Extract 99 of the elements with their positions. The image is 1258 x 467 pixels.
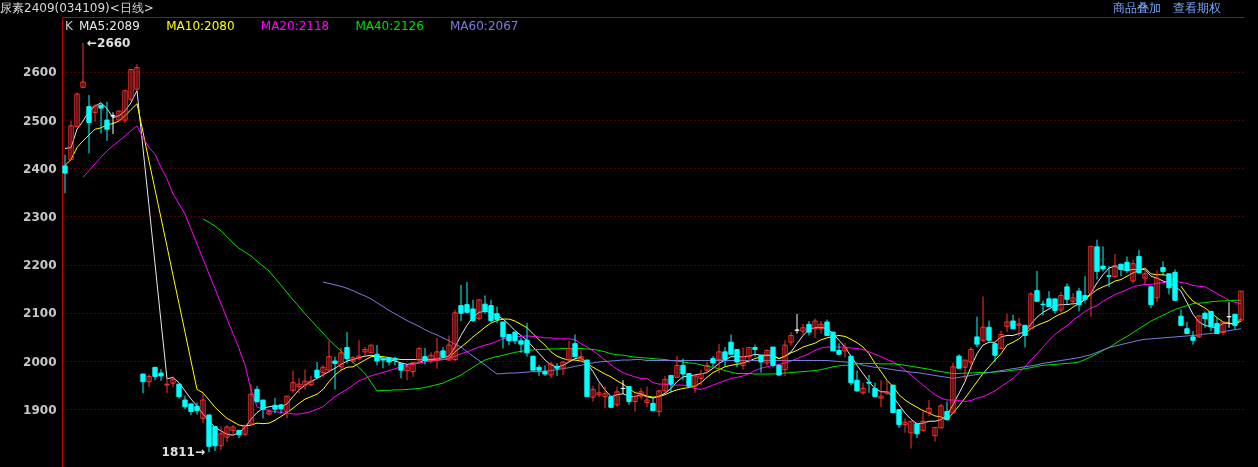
candlestick <box>1136 249 1142 274</box>
candlestick <box>1154 269 1160 303</box>
text: MA5:2089 <box>79 19 140 33</box>
candlestick <box>842 342 848 359</box>
candlestick <box>578 349 584 363</box>
candlestick <box>866 374 872 394</box>
candlestick <box>1064 282 1070 306</box>
candlestick <box>626 386 632 406</box>
candlestick <box>926 399 932 417</box>
candlestick <box>248 383 254 427</box>
line-series <box>322 281 1242 379</box>
candlestick <box>86 94 92 154</box>
candlestick <box>944 400 950 421</box>
candlestick <box>1022 324 1028 349</box>
candlestick <box>146 373 152 388</box>
candlestick <box>674 355 680 378</box>
candlestick <box>764 348 770 366</box>
text: MA10:2080 <box>166 19 235 33</box>
candlestick <box>314 361 320 380</box>
legend-title: K <box>65 19 74 33</box>
y-tick-label: 2500 <box>23 113 57 128</box>
candlestick <box>200 392 206 424</box>
chart-title: 尿素2409(034109)<日线> <box>0 1 154 15</box>
candlestick <box>980 295 986 343</box>
annotation: ←2660 <box>87 36 131 51</box>
candlestick <box>1238 290 1244 322</box>
candlestick <box>338 347 344 371</box>
y-tick-label: 2400 <box>23 161 57 176</box>
candlestick <box>1016 317 1022 337</box>
text: MA60:2067 <box>450 19 519 33</box>
candlestick <box>92 103 98 123</box>
line-series <box>202 218 1242 392</box>
y-tick-label: 2300 <box>23 209 57 224</box>
candlestick <box>800 323 806 336</box>
candlestick <box>710 355 716 368</box>
candlestick <box>542 364 548 377</box>
candlestick <box>476 299 482 321</box>
candlestick <box>398 362 404 379</box>
text: 查看期权 <box>1173 1 1221 15</box>
candlestick <box>140 373 146 394</box>
candlestick <box>344 331 350 364</box>
text: MA40:2126 <box>355 19 424 33</box>
y-tick-label: 1900 <box>23 402 57 417</box>
candlestick <box>704 361 710 375</box>
y-tick-label: 2100 <box>23 306 57 321</box>
candlestick <box>1130 259 1136 284</box>
candlestick <box>1196 315 1202 339</box>
candlestick <box>950 361 956 414</box>
candlestick <box>992 343 998 363</box>
candlestick <box>332 356 338 390</box>
candlestick <box>1058 291 1064 313</box>
candlestick <box>242 424 248 437</box>
candlestick <box>974 316 980 348</box>
candlestick <box>1112 253 1118 278</box>
candlestick <box>1028 291 1034 330</box>
annotation: 1811→ <box>161 445 205 460</box>
candlestick <box>920 411 926 432</box>
candlestick <box>266 408 272 416</box>
candlestick <box>284 395 290 419</box>
candlestick <box>1220 321 1226 336</box>
candlestick <box>1148 286 1154 309</box>
candlestick <box>1160 260 1166 277</box>
candlestick <box>572 334 578 358</box>
candlestick <box>782 339 788 377</box>
candlestick <box>644 386 650 408</box>
candlestick <box>788 331 794 347</box>
y-tick-label: 2200 <box>23 258 57 273</box>
candlestick <box>998 330 1004 349</box>
text: MA20:2118 <box>260 19 330 33</box>
candlestick <box>422 347 428 365</box>
candlestick <box>1190 330 1196 346</box>
candlestick <box>548 361 554 379</box>
candlestick <box>668 374 674 394</box>
candlestick <box>860 382 866 396</box>
y-tick-label: 2600 <box>23 65 57 80</box>
text: 商品叠加 <box>1113 1 1161 15</box>
candlestick <box>1142 267 1148 285</box>
candlestick <box>104 101 110 142</box>
candlestick <box>986 320 992 341</box>
candlestick <box>716 343 722 375</box>
candlestick <box>758 354 764 374</box>
candlestick <box>1184 321 1190 335</box>
candlestick <box>416 347 422 364</box>
candlestick <box>1088 245 1094 318</box>
candlestick <box>1034 270 1040 302</box>
candlestick <box>98 103 104 135</box>
candlestick <box>1004 313 1010 333</box>
candlestick <box>62 154 68 194</box>
candlestick <box>1070 292 1076 307</box>
candlestick <box>614 386 620 408</box>
candlestick <box>560 361 566 376</box>
candlestick <box>554 362 560 377</box>
candlestick <box>878 379 884 408</box>
candlestick <box>80 42 86 88</box>
candlestick <box>884 379 890 396</box>
y-tick-label: 2000 <box>23 354 57 369</box>
candlestick <box>566 340 572 362</box>
candlestick <box>1106 265 1112 288</box>
candlestick <box>752 344 758 358</box>
